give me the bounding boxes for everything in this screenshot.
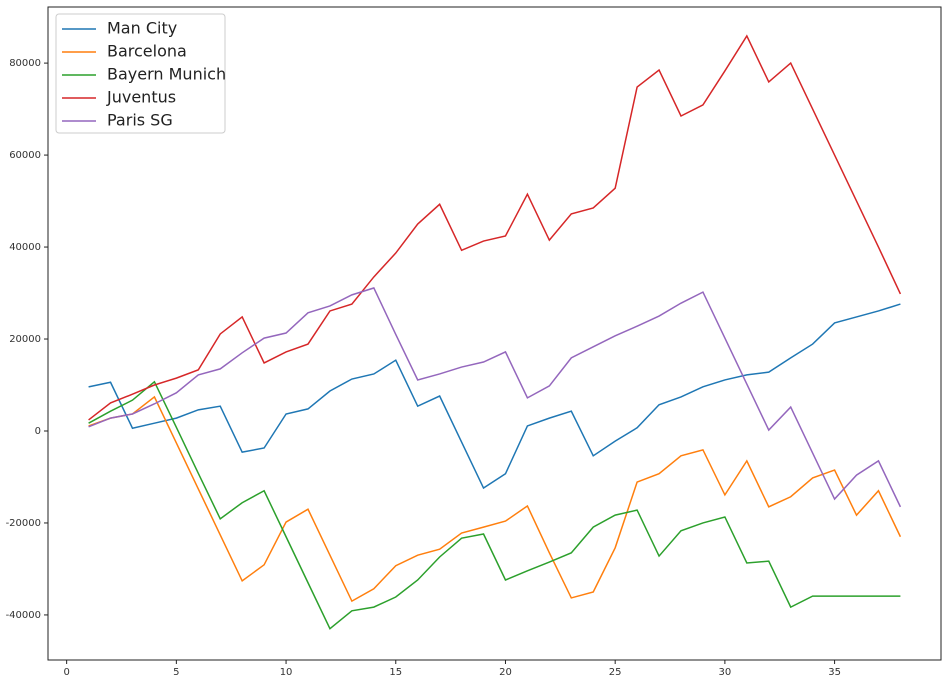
x-tick-label: 5 — [173, 667, 179, 678]
series-line — [88, 303, 901, 490]
y-tick-label: -20000 — [6, 518, 41, 529]
legend-label: Bayern Munich — [107, 65, 226, 84]
series-line — [88, 287, 902, 508]
y-tick-label: 0 — [35, 426, 41, 437]
y-tick-label: 40000 — [9, 242, 41, 253]
series-line — [88, 34, 902, 421]
series-line — [88, 395, 902, 603]
x-tick-label: 15 — [389, 667, 402, 678]
legend-box — [55, 13, 226, 134]
series-line — [88, 380, 901, 630]
x-tick-label: 30 — [719, 667, 732, 678]
legend-label: Paris SG — [107, 111, 173, 130]
legend-label: Juventus — [106, 88, 176, 107]
y-tick-label: 80000 — [9, 58, 41, 69]
plot-frame — [47, 6, 942, 661]
x-tick-label: 35 — [828, 667, 841, 678]
legend-label: Barcelona — [107, 42, 187, 61]
x-tick-label: 0 — [63, 667, 69, 678]
y-tick-label: 60000 — [9, 150, 41, 161]
x-tick-label: 25 — [609, 667, 622, 678]
y-tick-label: 20000 — [9, 334, 41, 345]
legend-label: Man City — [107, 19, 177, 38]
y-tick-label: -40000 — [6, 610, 41, 621]
x-tick-label: 20 — [499, 667, 512, 678]
x-tick-label: 10 — [280, 667, 293, 678]
